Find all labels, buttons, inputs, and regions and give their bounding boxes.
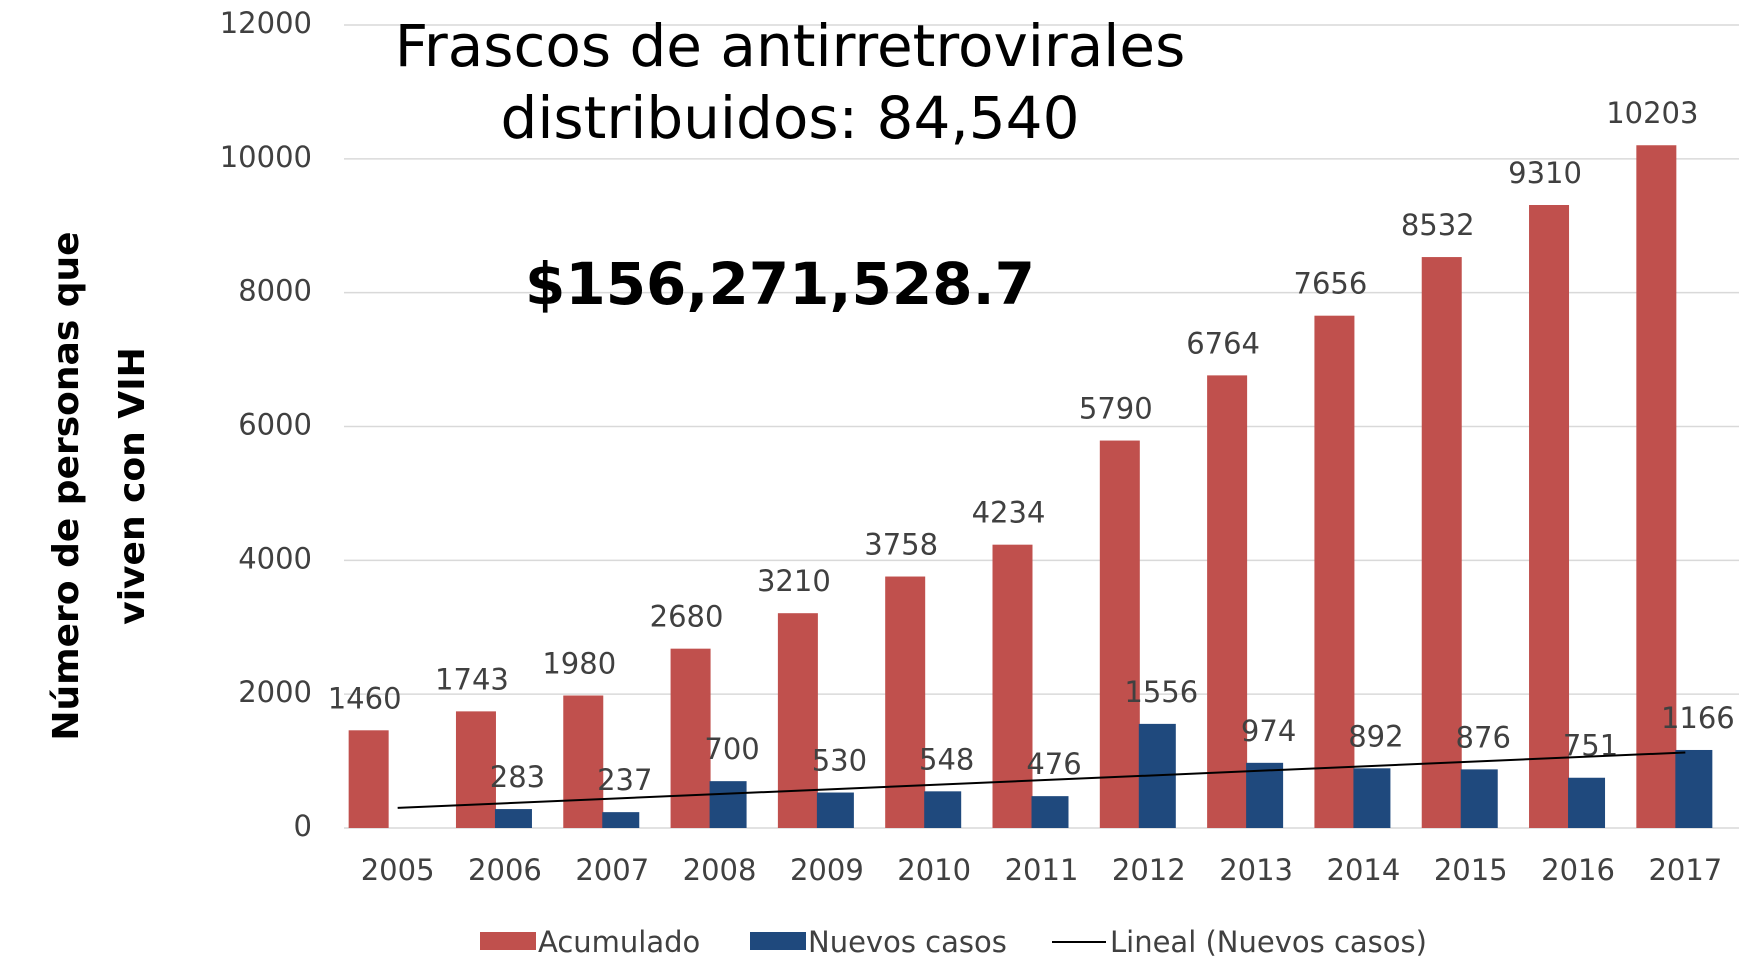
bar — [563, 695, 604, 828]
bar — [709, 781, 747, 828]
data-label: 237 — [597, 763, 652, 797]
x-tick-label: 2010 — [897, 853, 971, 887]
data-label: 892 — [1348, 719, 1403, 753]
data-label: 974 — [1241, 714, 1296, 748]
bar — [1031, 796, 1069, 828]
bar — [1099, 440, 1140, 828]
bar — [924, 791, 962, 828]
x-tick-label: 2007 — [575, 853, 649, 887]
bar — [816, 792, 854, 828]
bar — [1529, 205, 1570, 828]
data-label: 548 — [919, 742, 974, 776]
y-tick-label: 4000 — [238, 541, 312, 575]
y-tick-label: 6000 — [238, 408, 312, 442]
data-label: 6764 — [1186, 326, 1260, 360]
x-tick-label: 2011 — [1005, 853, 1079, 887]
data-label: 3758 — [864, 528, 938, 562]
data-label: 2680 — [650, 600, 724, 634]
legend-label: Nuevos casos — [808, 925, 1007, 959]
x-tick-label: 2013 — [1219, 853, 1293, 887]
data-label: 10203 — [1606, 96, 1698, 130]
data-label: 700 — [704, 732, 759, 766]
data-label: 3210 — [757, 564, 831, 598]
data-label: 5790 — [1079, 392, 1153, 426]
bar — [1353, 768, 1391, 828]
bar — [455, 711, 496, 828]
data-label: 1556 — [1124, 675, 1198, 709]
x-tick-label: 2012 — [1112, 853, 1186, 887]
y-axis-label: Número de personas que viven con VIH — [46, 231, 153, 741]
bar — [1207, 375, 1248, 828]
bar — [1246, 762, 1284, 828]
bar — [494, 809, 532, 828]
data-label: 9310 — [1508, 156, 1582, 190]
bar — [1314, 315, 1355, 828]
legend-swatch — [480, 932, 536, 950]
data-label: 1743 — [435, 662, 509, 696]
x-tick-label: 2017 — [1648, 853, 1722, 887]
bar — [1460, 769, 1498, 828]
bar — [348, 730, 389, 828]
data-label: 4234 — [972, 496, 1046, 530]
y-tick-label: 0 — [294, 809, 312, 843]
trendline — [397, 751, 1686, 809]
data-label: 1980 — [542, 647, 616, 681]
x-tick-label: 2009 — [790, 853, 864, 887]
data-label: 8532 — [1401, 208, 1475, 242]
bar — [670, 648, 711, 828]
bar — [777, 613, 818, 828]
data-label: 476 — [1026, 747, 1081, 781]
data-label: 283 — [490, 760, 545, 794]
x-tick-label: 2008 — [683, 853, 757, 887]
legend-swatch — [750, 932, 806, 950]
y-tick-label: 12000 — [220, 6, 312, 40]
data-label: 1166 — [1661, 701, 1735, 735]
chart-title: Frascos de antirretrovirales distribuido… — [394, 12, 1186, 152]
data-label: 7656 — [1294, 267, 1368, 301]
bar — [1636, 145, 1677, 828]
x-tick-label: 2014 — [1327, 853, 1401, 887]
bar — [1568, 777, 1606, 828]
legend-label: Lineal (Nuevos casos) — [1110, 925, 1427, 959]
annotation: $156,271,528.7 — [524, 250, 1036, 318]
x-tick-label: 2006 — [468, 853, 542, 887]
data-label: 1460 — [328, 681, 402, 715]
data-label: 876 — [1456, 720, 1511, 754]
y-tick-label: 8000 — [238, 274, 312, 308]
y-tick-label: 2000 — [238, 675, 312, 709]
bar — [885, 576, 926, 828]
x-tick-label: 2016 — [1541, 853, 1615, 887]
legend-label: Acumulado — [538, 925, 700, 959]
x-tick-label: 2015 — [1434, 853, 1508, 887]
x-tick-label: 2005 — [361, 853, 435, 887]
y-tick-label: 10000 — [220, 140, 312, 174]
bar — [602, 812, 640, 828]
bar — [1421, 257, 1462, 828]
bar — [992, 544, 1033, 828]
data-label: 530 — [812, 744, 867, 778]
bar — [1675, 749, 1713, 828]
